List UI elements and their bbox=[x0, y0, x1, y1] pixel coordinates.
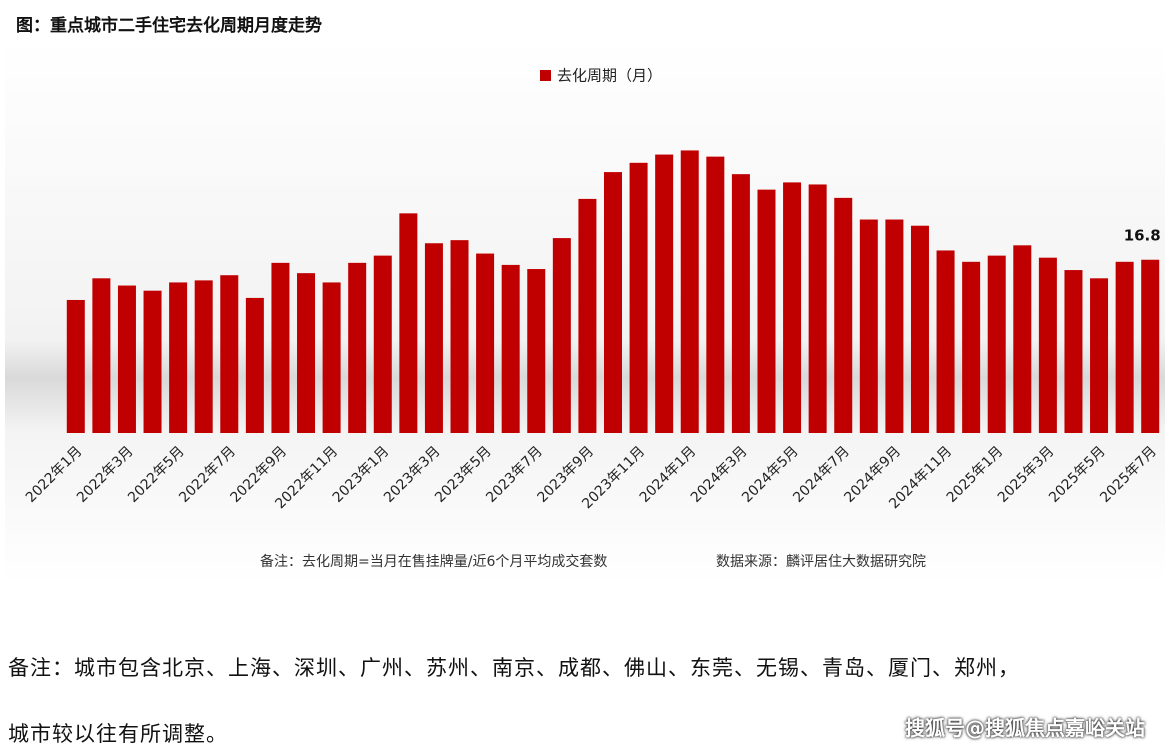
body-line: 备注：城市包含北京、上海、深圳、广州、苏州、南京、成都、佛山、东莞、无锡、青岛、… bbox=[8, 656, 1020, 680]
bar bbox=[92, 278, 111, 433]
bar bbox=[936, 250, 955, 433]
bar bbox=[1090, 278, 1109, 433]
bar bbox=[962, 261, 981, 433]
value-label: 16.8 bbox=[1124, 226, 1161, 244]
bar bbox=[1038, 257, 1057, 433]
bar bbox=[808, 184, 827, 433]
bar bbox=[399, 213, 418, 433]
bar bbox=[910, 225, 929, 433]
bar bbox=[117, 285, 136, 433]
bar bbox=[143, 290, 162, 433]
bar bbox=[834, 197, 853, 433]
bar bbox=[373, 255, 392, 433]
legend-swatch bbox=[540, 70, 551, 81]
bar bbox=[194, 280, 213, 433]
bar bbox=[783, 182, 802, 433]
watermark: 搜狐号@搜狐焦点嘉峪关站 bbox=[905, 716, 1145, 740]
bar bbox=[885, 219, 904, 433]
bar bbox=[501, 264, 520, 433]
bar bbox=[297, 273, 316, 433]
bar bbox=[731, 174, 750, 433]
bar bbox=[450, 240, 469, 433]
bar bbox=[629, 162, 648, 433]
bar bbox=[757, 189, 776, 433]
bar bbox=[604, 172, 622, 433]
bar bbox=[655, 154, 674, 433]
bar bbox=[578, 198, 597, 433]
bar bbox=[552, 238, 571, 433]
bar bbox=[271, 262, 290, 433]
bar bbox=[680, 150, 699, 433]
bar bbox=[220, 275, 239, 433]
body-line: 城市较以往有所调整。 bbox=[8, 722, 228, 746]
legend-label: 去化周期（月） bbox=[557, 67, 662, 85]
bar bbox=[1115, 261, 1134, 433]
bar bbox=[859, 219, 878, 433]
chart-title: 图：重点城市二手住宅去化周期月度走势 bbox=[16, 15, 322, 36]
bar bbox=[987, 255, 1006, 433]
bar bbox=[527, 269, 546, 433]
bar bbox=[169, 282, 188, 433]
bar bbox=[66, 299, 85, 433]
bar bbox=[706, 156, 725, 433]
bar bbox=[1141, 259, 1160, 433]
bar bbox=[1013, 245, 1032, 433]
bar bbox=[1064, 270, 1083, 433]
bar bbox=[245, 297, 264, 433]
chart: 图：重点城市二手住宅去化周期月度走势 去化周期（月） 备注：去化周期=当月在售挂… bbox=[5, 15, 1165, 585]
bar bbox=[424, 243, 443, 433]
note: 备注：去化周期=当月在售挂牌量/近6个月平均成交套数 bbox=[260, 553, 607, 570]
source: 数据来源：麟评居住大数据研究院 bbox=[716, 554, 926, 570]
bar bbox=[476, 253, 495, 433]
bar bbox=[322, 282, 341, 433]
bar bbox=[348, 262, 367, 433]
